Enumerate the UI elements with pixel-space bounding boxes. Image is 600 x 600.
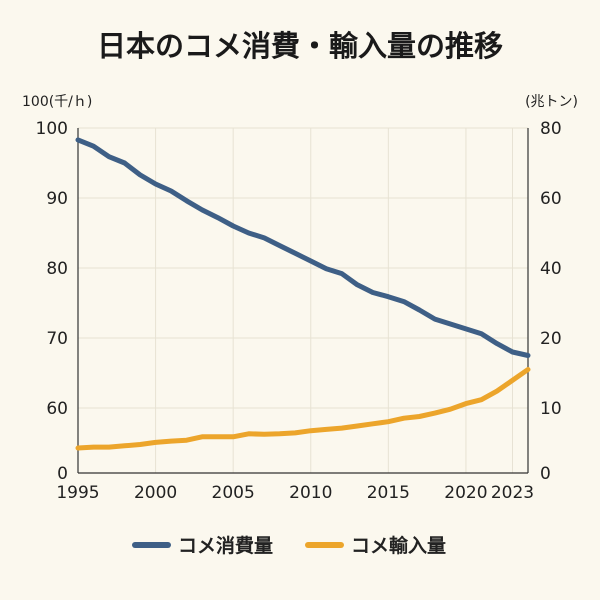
- series-line-imports: [75, 367, 531, 451]
- legend: コメ消費量 コメ輸入量: [132, 534, 446, 557]
- left-tick-label: 0: [57, 464, 68, 484]
- chart-title: 日本のコメ消費・輸入量の推移: [97, 29, 503, 63]
- right-tick-label: 10: [540, 399, 562, 419]
- x-tick-label: 1995: [56, 483, 99, 503]
- axes: [77, 128, 529, 474]
- tick-labels: 0 60 70 80 90 100 0 10 20 40 60 80 1995 2000 2005 2010 2…: [36, 119, 562, 503]
- x-tick-label: 2015: [367, 483, 410, 503]
- left-tick-label: 80: [46, 259, 68, 279]
- legend-label-consumption: コメ消費量: [178, 534, 273, 557]
- x-tick-label: 2005: [212, 483, 255, 503]
- right-tick-label: 80: [540, 119, 562, 139]
- right-tick-label: 20: [540, 329, 562, 349]
- right-tick-label: 40: [540, 259, 562, 279]
- legend-label-imports: コメ輸入量: [351, 534, 446, 557]
- x-tick-label: 2000: [134, 483, 177, 503]
- x-tick-label: 2010: [289, 483, 332, 503]
- left-tick-label: 90: [46, 189, 68, 209]
- series-line-consumption: [75, 137, 531, 358]
- x-tick-label: 2023: [491, 483, 534, 503]
- right-axis-unit: (兆トン): [525, 94, 578, 110]
- left-tick-label: 70: [46, 329, 68, 349]
- x-tick-label: 2020: [444, 483, 487, 503]
- series-lines: [75, 137, 531, 451]
- left-tick-label: 100: [36, 119, 68, 139]
- right-tick-label: 60: [540, 189, 562, 209]
- gridlines: [77, 127, 528, 474]
- left-axis-unit: 100(千/ｈ): [22, 94, 92, 110]
- right-tick-label: 0: [540, 464, 551, 484]
- left-tick-label: 60: [46, 399, 68, 419]
